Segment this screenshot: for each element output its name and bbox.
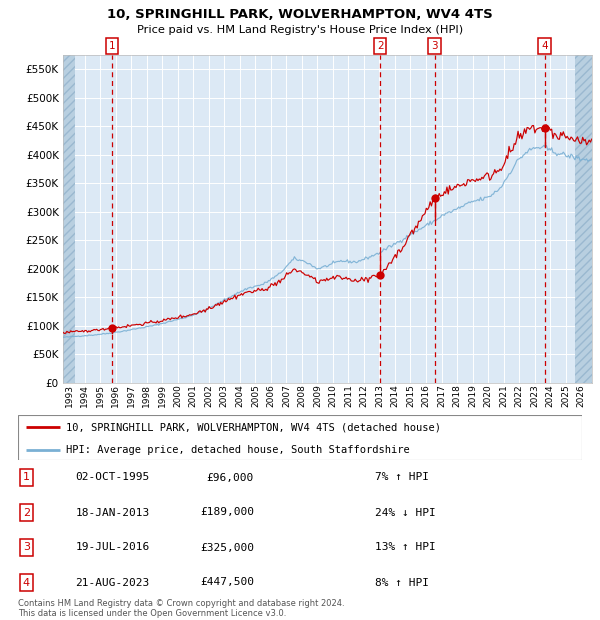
FancyBboxPatch shape (18, 415, 582, 460)
Text: 3: 3 (23, 542, 30, 552)
Text: 3: 3 (431, 41, 438, 51)
Text: 2: 2 (23, 508, 30, 518)
Bar (575, 55, 592, 383)
Text: 24% ↓ HPI: 24% ↓ HPI (375, 508, 436, 518)
Text: £96,000: £96,000 (206, 472, 254, 482)
Text: 4: 4 (541, 41, 548, 51)
Text: 13% ↑ HPI: 13% ↑ HPI (375, 542, 436, 552)
Text: 1: 1 (109, 41, 115, 51)
Text: Price paid vs. HM Land Registry's House Price Index (HPI): Price paid vs. HM Land Registry's House … (137, 25, 463, 35)
Text: Contains HM Land Registry data © Crown copyright and database right 2024.
This d: Contains HM Land Registry data © Crown c… (18, 598, 344, 618)
Text: 4: 4 (23, 577, 30, 588)
Bar (63, 55, 76, 383)
Text: £189,000: £189,000 (200, 508, 254, 518)
Text: HPI: Average price, detached house, South Staffordshire: HPI: Average price, detached house, Sout… (66, 445, 410, 455)
Text: 8% ↑ HPI: 8% ↑ HPI (375, 577, 429, 588)
Text: 10, SPRINGHILL PARK, WOLVERHAMPTON, WV4 4TS (detached house): 10, SPRINGHILL PARK, WOLVERHAMPTON, WV4 … (66, 422, 441, 432)
Text: £325,000: £325,000 (200, 542, 254, 552)
Text: £447,500: £447,500 (200, 577, 254, 588)
Text: 10, SPRINGHILL PARK, WOLVERHAMPTON, WV4 4TS: 10, SPRINGHILL PARK, WOLVERHAMPTON, WV4 … (107, 8, 493, 21)
Text: 18-JAN-2013: 18-JAN-2013 (76, 508, 149, 518)
Text: 21-AUG-2023: 21-AUG-2023 (76, 577, 149, 588)
Text: 1: 1 (23, 472, 30, 482)
Text: 02-OCT-1995: 02-OCT-1995 (76, 472, 149, 482)
Text: 19-JUL-2016: 19-JUL-2016 (76, 542, 149, 552)
Text: 2: 2 (377, 41, 383, 51)
Text: 7% ↑ HPI: 7% ↑ HPI (375, 472, 429, 482)
